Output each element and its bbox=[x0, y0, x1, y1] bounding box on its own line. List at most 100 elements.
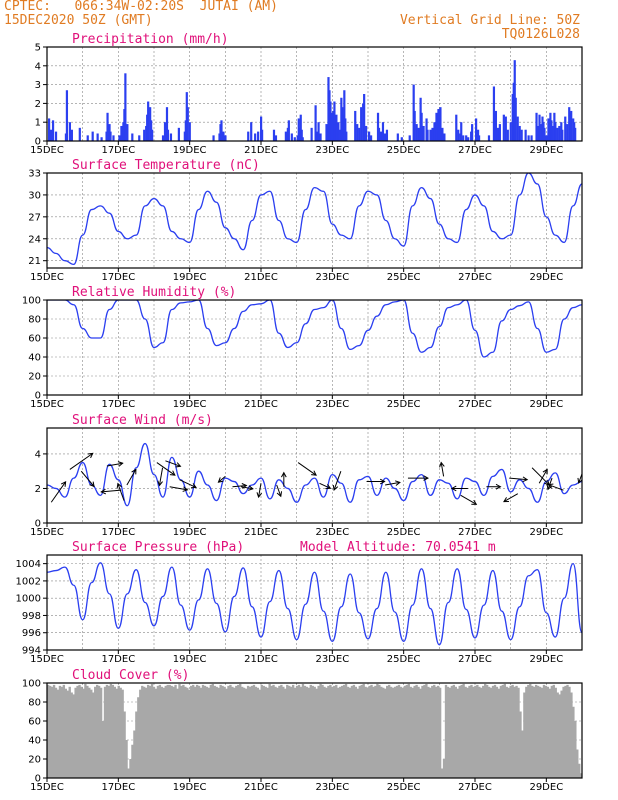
cloud-bar bbox=[566, 684, 569, 778]
x-tick-label: 21DEC bbox=[244, 782, 278, 793]
cloud-bar bbox=[278, 685, 281, 778]
cloud-bar bbox=[111, 684, 115, 778]
y-tick-label: 100 bbox=[22, 296, 41, 307]
cloud-bar bbox=[148, 685, 152, 778]
y-tick-label: 998 bbox=[22, 611, 41, 622]
cloud-bar bbox=[386, 685, 389, 778]
x-tick-label: 17DEC bbox=[101, 527, 135, 538]
cloud-bar bbox=[60, 686, 64, 778]
x-tick-label: 17DEC bbox=[101, 654, 135, 665]
panel-title: Surface Pressure (hPa) bbox=[72, 540, 244, 555]
cloud-bar bbox=[546, 686, 550, 778]
x-tick-label: 23DEC bbox=[315, 399, 349, 410]
cloud-bar bbox=[556, 692, 559, 778]
precip-bar bbox=[494, 110, 498, 141]
cloud-bar bbox=[105, 684, 109, 778]
precip-bar bbox=[381, 122, 385, 141]
cloud-bar bbox=[401, 687, 405, 778]
series-group bbox=[47, 173, 582, 265]
cloud-bar bbox=[84, 683, 87, 778]
y-tick-label: 0 bbox=[35, 137, 41, 148]
x-tick-label: 23DEC bbox=[315, 782, 349, 793]
cloud-bar bbox=[221, 685, 224, 778]
precip-bar bbox=[439, 107, 442, 141]
cloud-bar bbox=[99, 687, 103, 778]
cloud-bar bbox=[376, 683, 379, 778]
cloud-bar bbox=[476, 684, 479, 778]
cloud-bar bbox=[141, 685, 144, 778]
cloud-bar bbox=[397, 684, 401, 778]
wind-arrow-head bbox=[276, 491, 283, 498]
cloud-bar bbox=[101, 721, 105, 778]
wind-arrow-head bbox=[450, 485, 457, 492]
panel-annotation: Model Altitude: 70.0541 m bbox=[300, 540, 496, 555]
header-model-code: TQ0126L028 bbox=[501, 27, 580, 42]
precip-bar bbox=[91, 131, 94, 141]
x-tick-label: 25DEC bbox=[387, 654, 421, 665]
cloud-bar bbox=[309, 684, 312, 778]
cloud-bar bbox=[427, 686, 430, 778]
x-tick-label: 27DEC bbox=[458, 145, 492, 156]
precip-bar bbox=[408, 135, 411, 141]
x-tick-label: 19DEC bbox=[173, 782, 207, 793]
precip-bar bbox=[301, 137, 304, 141]
wind-arrow-head bbox=[503, 497, 509, 503]
cloud-bar bbox=[331, 686, 334, 778]
cloud-bar bbox=[95, 684, 99, 778]
cloud-bar bbox=[489, 687, 493, 778]
wind-arrow-head bbox=[60, 480, 67, 487]
cloud-bar bbox=[319, 683, 322, 778]
cloud-bar bbox=[135, 711, 138, 778]
precip-bar bbox=[396, 133, 399, 141]
precip-bar bbox=[431, 127, 434, 141]
header-datetime: 15DEC2020 50Z (GMT) bbox=[4, 13, 153, 28]
precip-bar bbox=[354, 110, 357, 141]
x-tick-label: 29DEC bbox=[529, 654, 563, 665]
cloud-bar bbox=[491, 685, 495, 778]
cloud-bar bbox=[52, 684, 56, 778]
cloud-bar bbox=[395, 685, 399, 778]
x-tick-label: 19DEC bbox=[173, 145, 207, 156]
wind-arrow bbox=[280, 471, 287, 487]
precip-bar bbox=[536, 125, 539, 141]
cloud-bar bbox=[264, 686, 267, 778]
precip-bar bbox=[254, 133, 257, 141]
precip-bar bbox=[247, 131, 250, 141]
cloud-bar bbox=[199, 687, 203, 778]
cloud-bar bbox=[192, 684, 195, 778]
wind-arrow-head bbox=[439, 461, 445, 468]
cloud-bar bbox=[303, 685, 307, 778]
wind-arrow-shaft bbox=[503, 493, 519, 503]
precip-bar bbox=[118, 135, 121, 141]
wind-arrow-shaft bbox=[179, 479, 197, 488]
x-tick-label: 25DEC bbox=[387, 272, 421, 283]
x-tick-label: 15DEC bbox=[30, 399, 64, 410]
cloud-bar bbox=[482, 685, 485, 778]
cloud-bar bbox=[254, 686, 258, 778]
y-tick-label: 40 bbox=[28, 353, 41, 364]
precip-bar bbox=[287, 120, 290, 141]
cloud-bar bbox=[160, 686, 164, 778]
cloud-bar bbox=[562, 686, 565, 778]
cloud-bar bbox=[574, 721, 577, 778]
cloud-bar bbox=[64, 688, 67, 778]
precip-bar bbox=[335, 114, 338, 141]
wind-arrow-shaft bbox=[333, 471, 342, 491]
panel-4: 0 2 4 15DEC 17DEC 19DEC 21DEC 23DEC 25DEC 27DEC 29… bbox=[30, 413, 583, 538]
cloud-bar bbox=[399, 686, 403, 778]
cloud-bar bbox=[356, 688, 359, 778]
y-tick-label: 2 bbox=[35, 484, 41, 495]
precip-bar bbox=[96, 133, 99, 141]
cloud-bar bbox=[534, 684, 538, 778]
precip-bar bbox=[462, 135, 465, 141]
wind-arrow bbox=[80, 470, 95, 488]
cloud-bar bbox=[323, 686, 326, 778]
cloud-bar bbox=[384, 688, 387, 778]
cloud-bar bbox=[288, 685, 291, 778]
cloud-bar bbox=[580, 773, 582, 778]
wind-arrow-head bbox=[169, 470, 176, 476]
cloud-bar bbox=[550, 685, 554, 778]
precip-bar bbox=[284, 131, 287, 141]
wind-arrow-head bbox=[182, 486, 189, 492]
panel-frame bbox=[46, 299, 583, 396]
